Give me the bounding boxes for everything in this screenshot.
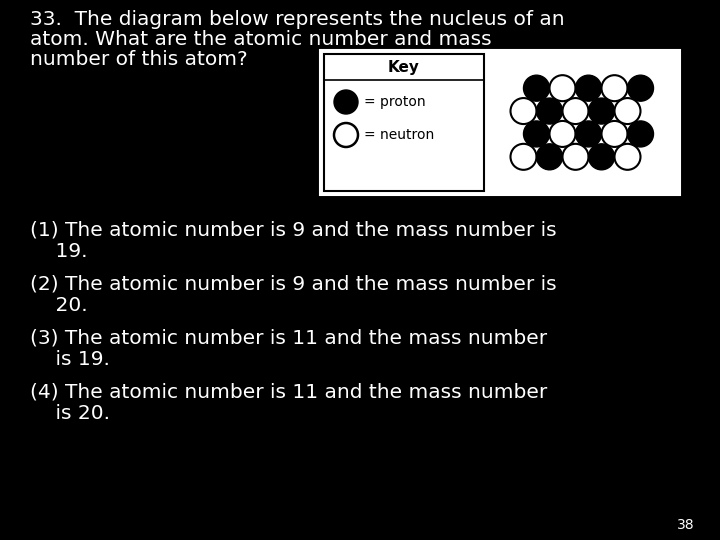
Circle shape xyxy=(588,144,614,170)
Circle shape xyxy=(562,144,588,170)
Circle shape xyxy=(614,144,641,170)
Circle shape xyxy=(334,90,358,114)
Text: (3) The atomic number is 11 and the mass number: (3) The atomic number is 11 and the mass… xyxy=(30,328,547,347)
Circle shape xyxy=(523,75,549,101)
Circle shape xyxy=(536,98,562,124)
Text: 38: 38 xyxy=(678,518,695,532)
FancyBboxPatch shape xyxy=(320,50,680,195)
Circle shape xyxy=(601,121,628,147)
Circle shape xyxy=(601,75,628,101)
Text: number of this atom?: number of this atom? xyxy=(30,50,248,69)
Circle shape xyxy=(562,98,588,124)
Circle shape xyxy=(628,75,654,101)
Text: (1) The atomic number is 9 and the mass number is: (1) The atomic number is 9 and the mass … xyxy=(30,220,557,239)
Text: (4) The atomic number is 11 and the mass number: (4) The atomic number is 11 and the mass… xyxy=(30,382,547,401)
Circle shape xyxy=(536,144,562,170)
Circle shape xyxy=(575,75,601,101)
Text: = proton: = proton xyxy=(364,95,426,109)
Circle shape xyxy=(523,121,549,147)
Text: Key: Key xyxy=(388,60,420,75)
Circle shape xyxy=(510,144,536,170)
Text: (2) The atomic number is 9 and the mass number is: (2) The atomic number is 9 and the mass … xyxy=(30,274,557,293)
Circle shape xyxy=(549,75,575,101)
FancyBboxPatch shape xyxy=(324,54,484,191)
Text: 33.  The diagram below represents the nucleus of an: 33. The diagram below represents the nuc… xyxy=(30,10,564,29)
Text: 20.: 20. xyxy=(30,296,88,315)
Circle shape xyxy=(334,123,358,147)
Text: 19.: 19. xyxy=(30,242,88,261)
Circle shape xyxy=(628,121,654,147)
Text: is 20.: is 20. xyxy=(30,404,110,423)
Circle shape xyxy=(588,98,614,124)
Text: = neutron: = neutron xyxy=(364,128,434,142)
Text: atom. What are the atomic number and mass: atom. What are the atomic number and mas… xyxy=(30,30,492,49)
Circle shape xyxy=(510,98,536,124)
Text: is 19.: is 19. xyxy=(30,350,110,369)
Circle shape xyxy=(575,121,601,147)
Circle shape xyxy=(614,98,641,124)
Circle shape xyxy=(549,121,575,147)
